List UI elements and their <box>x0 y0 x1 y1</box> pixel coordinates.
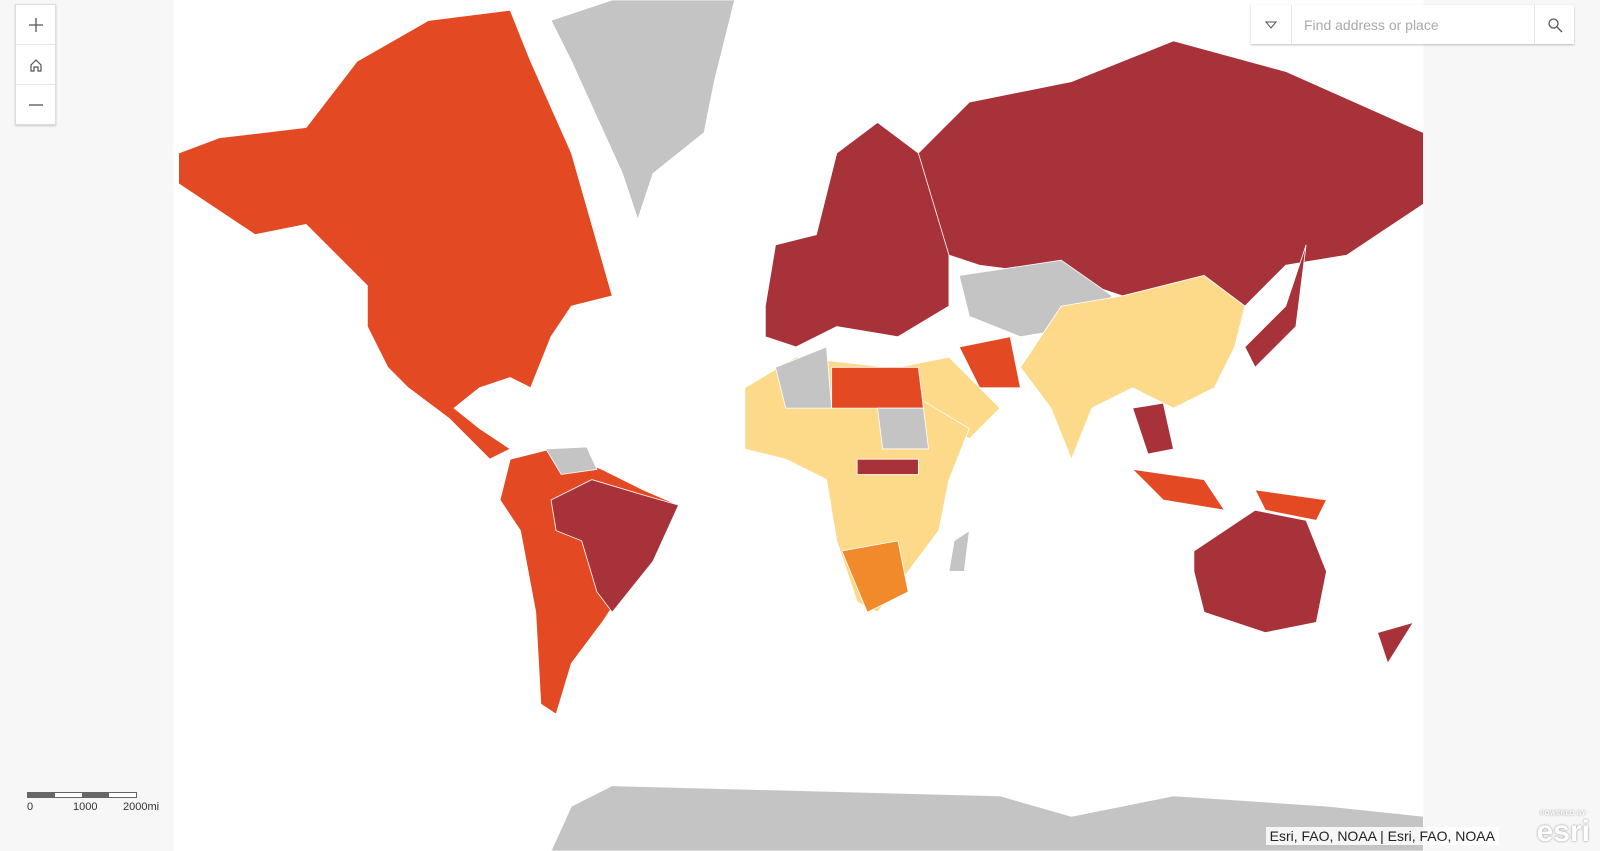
scale-label: 1000 <box>73 801 98 813</box>
logo-caption: POWERED BY <box>1540 811 1587 817</box>
japan[interactable] <box>1244 244 1307 369</box>
search-button[interactable] <box>1534 5 1574 44</box>
australia[interactable] <box>1193 509 1327 634</box>
new-zealand[interactable] <box>1377 621 1415 665</box>
attribution[interactable]: Esri, FAO, NOAA | Esri, FAO, NOAA <box>1265 827 1499 845</box>
scale-label: 0 <box>27 801 34 813</box>
minus-icon <box>28 103 43 106</box>
indonesia[interactable] <box>1131 468 1226 511</box>
home-icon <box>29 58 42 72</box>
esri-logo[interactable]: POWERED BY esri <box>1537 811 1590 847</box>
search-input[interactable]: Find address or place <box>1304 16 1439 33</box>
search-icon <box>1547 17 1562 32</box>
china-india[interactable] <box>1019 275 1246 461</box>
plus-icon <box>28 17 43 32</box>
papua[interactable] <box>1254 489 1328 521</box>
brazil[interactable] <box>550 479 680 613</box>
venezuela[interactable] <box>545 446 598 475</box>
north-america[interactable] <box>178 9 613 460</box>
scale-label: 2000mi <box>123 801 160 813</box>
greenland[interactable] <box>550 0 736 221</box>
central-africa[interactable] <box>856 458 919 475</box>
zoom-controls <box>15 4 56 125</box>
thailand[interactable] <box>1132 402 1174 455</box>
logo-name: esri <box>1536 815 1590 848</box>
southern-africa[interactable] <box>841 540 909 613</box>
libya-egypt[interactable] <box>831 366 924 409</box>
search-widget: Find address or place <box>1251 5 1574 44</box>
dropdown-icon <box>1265 21 1277 29</box>
search-source-dropdown[interactable] <box>1251 5 1292 44</box>
scale-bar: 0 1000 2000mi <box>27 792 159 813</box>
scale-bar-graphic <box>27 792 137 798</box>
sudan[interactable] <box>877 407 930 450</box>
home[interactable] <box>16 45 55 85</box>
madagascar[interactable] <box>948 529 970 572</box>
zoom-in[interactable] <box>16 5 55 45</box>
iran[interactable] <box>958 336 1021 389</box>
zoom-out[interactable] <box>16 85 55 124</box>
